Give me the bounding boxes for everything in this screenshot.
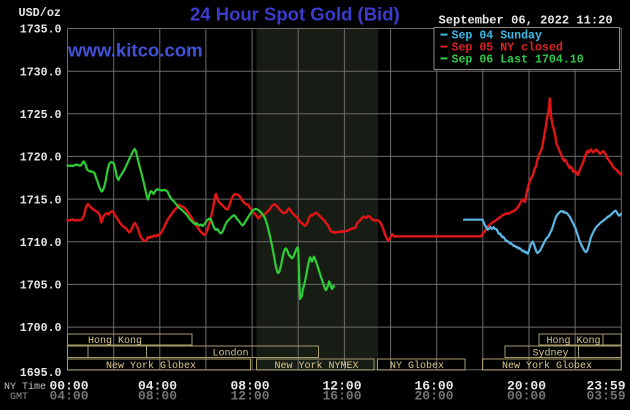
svg-text:1705.0: 1705.0 (20, 280, 62, 293)
svg-text:03:59: 03:59 (586, 389, 625, 404)
svg-text:04:00: 04:00 (138, 379, 177, 394)
svg-text:04:00: 04:00 (49, 389, 88, 404)
svg-text:London: London (213, 347, 249, 359)
svg-text:24 Hour Spot Gold (Bid): 24 Hour Spot Gold (Bid) (190, 4, 400, 25)
svg-text:16:00: 16:00 (414, 379, 453, 394)
svg-text:08:00: 08:00 (138, 389, 177, 404)
svg-text:23:59: 23:59 (586, 379, 625, 394)
svg-text:1715.0: 1715.0 (20, 194, 62, 207)
svg-text:00:00: 00:00 (507, 389, 546, 404)
svg-text:Sep 06 Last 1704.10: Sep 06 Last 1704.10 (452, 53, 584, 66)
svg-text:www.kitco.com: www.kitco.com (67, 40, 203, 61)
svg-text:USD/oz: USD/oz (19, 6, 61, 20)
svg-text:1735.0: 1735.0 (20, 24, 62, 37)
svg-text:1700.0: 1700.0 (20, 322, 62, 335)
svg-text:12:00: 12:00 (322, 379, 361, 394)
svg-text:Sep 04 Sunday: Sep 04 Sunday (452, 30, 542, 43)
svg-text:08:00: 08:00 (230, 379, 269, 394)
svg-text:1720.0: 1720.0 (20, 152, 62, 165)
svg-text:1725.0: 1725.0 (20, 109, 62, 122)
svg-text:00:00: 00:00 (49, 379, 88, 394)
svg-text:NY Time: NY Time (4, 381, 46, 393)
svg-text:20:00: 20:00 (507, 379, 546, 394)
svg-text:New York NYMEX: New York NYMEX (275, 360, 359, 372)
svg-text:New York Globex: New York Globex (502, 360, 592, 372)
svg-text:September 06, 2022 11:20: September 06, 2022 11:20 (439, 14, 613, 28)
svg-text:12:00: 12:00 (230, 389, 269, 404)
svg-text:1695.0: 1695.0 (20, 367, 62, 380)
svg-text:Hong Kong: Hong Kong (88, 336, 142, 347)
svg-text:20:00: 20:00 (414, 389, 453, 404)
svg-text:GMT: GMT (10, 392, 28, 403)
svg-text:16:00: 16:00 (322, 389, 361, 404)
svg-text:Sep 05 NY closed: Sep 05 NY closed (452, 42, 563, 55)
svg-text:Hong Kong: Hong Kong (547, 336, 601, 347)
svg-text:New York Globex: New York Globex (106, 360, 196, 372)
svg-text:NY Globex: NY Globex (390, 360, 444, 372)
svg-text:Sydney: Sydney (533, 347, 569, 359)
svg-text:1730.0: 1730.0 (20, 66, 62, 79)
svg-text:1710.0: 1710.0 (20, 237, 62, 250)
